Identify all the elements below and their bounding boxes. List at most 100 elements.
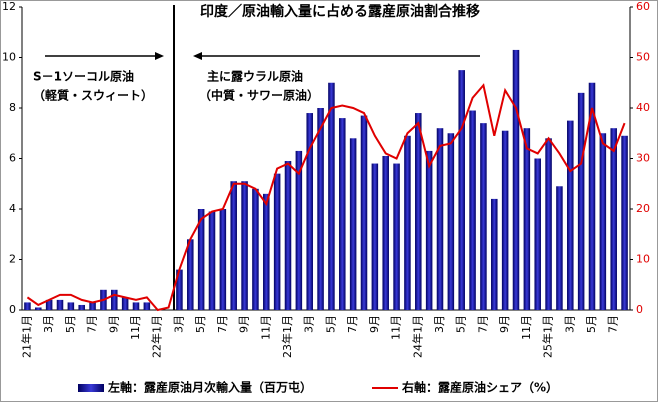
x-tick-label: 7月 [216,315,229,333]
x-tick-label: 21年1月 [19,315,33,358]
arrow-head [193,52,202,60]
bar [45,299,53,310]
y-tick-label: 0 [9,303,16,316]
bar [436,128,444,310]
annotation: S－1ソーコル原油 [33,69,134,84]
bar [621,135,628,310]
bar [252,188,259,310]
bar [111,289,118,310]
bar [491,198,498,310]
y2-tick-label: 30 [636,152,650,165]
x-tick-label: 5月 [194,315,207,333]
bar [56,299,64,310]
bar [187,239,194,310]
y-tick-label: 8 [9,101,16,114]
y-tick-label: 2 [9,253,16,266]
bar [89,302,96,310]
bar [588,82,596,310]
bar [382,155,389,310]
x-tick-label: 3月 [563,315,576,333]
legend-swatch [78,384,104,392]
bar [317,108,324,310]
bar [263,193,270,310]
x-tick-label: 7月 [346,315,359,333]
x-tick-label: 9月 [238,315,251,333]
x-tick-label: 11月 [390,315,403,340]
x-tick-label: 9月 [368,315,381,333]
bar [284,161,292,310]
x-tick-label: 5月 [455,315,468,333]
bar [143,302,151,310]
bar [556,186,563,310]
bar [273,173,281,310]
y-tick-label: 6 [9,152,16,165]
legend-label: 右軸：露産原油シェア（%） [401,380,558,395]
x-tick-label: 3月 [42,315,55,333]
x-tick-label: 9月 [107,315,120,333]
bar [349,138,357,310]
annotation: （軽質・スウィート） [33,88,153,103]
x-tick-label: 11月 [520,315,533,340]
x-tick-label: 3月 [433,315,446,333]
x-tick-label: 23年1月 [280,315,294,358]
y-tick-label: 10 [2,51,16,64]
x-tick-label: 25年1月 [541,315,555,358]
x-tick-label: 3月 [303,315,316,333]
x-tick-label: 11月 [259,315,272,340]
bar [501,130,509,310]
bar [425,150,433,310]
bar [577,92,585,310]
annotation: 主に露ウラル原油 [207,69,303,84]
bar [219,209,227,310]
bar [447,133,455,310]
bar [415,113,422,310]
chart-title: 印度／原油輸入量に占める露産原油割合推移 [200,3,480,20]
bar [67,302,75,310]
bar [295,150,303,310]
y2-tick-label: 20 [636,202,650,215]
bar [393,163,400,310]
y2-tick-label: 50 [636,51,650,64]
bar [132,302,140,310]
bar [306,113,313,310]
x-tick-label: 24年1月 [410,315,424,358]
bar [176,269,183,310]
bar [241,181,248,310]
bar [404,135,411,310]
y2-tick-label: 10 [636,253,650,266]
y2-tick-label: 40 [636,101,650,114]
bar [339,118,346,310]
bar [208,211,216,310]
bar [480,123,487,311]
bar [24,302,31,310]
x-tick-label: 9月 [498,315,511,333]
bar [197,209,205,310]
bar [512,49,520,311]
legend-label: 左軸：露産原油月次輸入量（百万屯） [107,380,312,395]
bar [567,120,574,310]
x-tick-label: 3月 [172,315,185,333]
x-tick-label: 11月 [129,315,142,340]
y-tick-label: 4 [9,202,16,215]
annotation: （中質・サワー原油） [199,88,319,103]
bar [523,128,531,310]
x-tick-label: 22年1月 [150,315,164,358]
y-tick-label: 12 [2,0,16,13]
bar [371,163,379,310]
x-tick-label: 5月 [324,315,337,333]
arrow-head [155,52,164,60]
bar [610,128,617,310]
bar [328,82,335,310]
bar [458,70,465,310]
bar [121,297,129,310]
line [26,83,626,312]
bar [78,304,85,310]
bar [534,158,541,310]
bar [35,307,42,310]
x-tick-label: 7月 [476,315,489,333]
bar [545,138,552,310]
bar [360,115,368,310]
x-tick-label: 5月 [585,315,598,333]
bar [230,181,237,310]
